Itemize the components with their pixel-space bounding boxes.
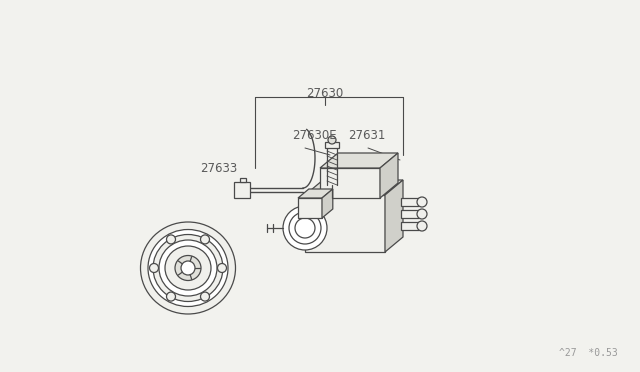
Ellipse shape [141, 222, 236, 314]
Polygon shape [298, 198, 322, 218]
Circle shape [166, 235, 175, 244]
Polygon shape [234, 182, 250, 198]
Polygon shape [320, 168, 380, 198]
Polygon shape [401, 222, 419, 230]
Ellipse shape [165, 246, 211, 290]
Circle shape [150, 263, 159, 273]
Polygon shape [380, 153, 398, 198]
Circle shape [417, 221, 427, 231]
Text: 27631: 27631 [348, 129, 385, 142]
Text: 27630E: 27630E [292, 129, 337, 142]
Circle shape [200, 235, 209, 244]
Polygon shape [298, 189, 333, 198]
Polygon shape [320, 153, 398, 168]
Ellipse shape [153, 234, 223, 301]
Circle shape [283, 206, 327, 250]
Circle shape [218, 263, 227, 273]
Circle shape [200, 292, 209, 301]
Polygon shape [305, 180, 403, 195]
Polygon shape [401, 198, 419, 206]
Circle shape [417, 209, 427, 219]
Text: 27630: 27630 [307, 87, 344, 100]
Polygon shape [325, 142, 339, 148]
Ellipse shape [175, 256, 201, 280]
Ellipse shape [148, 230, 228, 307]
Circle shape [181, 261, 195, 275]
Circle shape [166, 292, 175, 301]
Circle shape [328, 136, 336, 144]
Ellipse shape [159, 240, 217, 296]
Polygon shape [401, 210, 419, 218]
Circle shape [417, 197, 427, 207]
Text: ^27  *0.53: ^27 *0.53 [559, 348, 618, 358]
Circle shape [289, 212, 321, 244]
Circle shape [295, 218, 315, 238]
Polygon shape [240, 178, 246, 182]
Text: 27633: 27633 [200, 162, 237, 175]
Polygon shape [322, 189, 333, 218]
Polygon shape [305, 195, 385, 252]
Polygon shape [385, 180, 403, 252]
